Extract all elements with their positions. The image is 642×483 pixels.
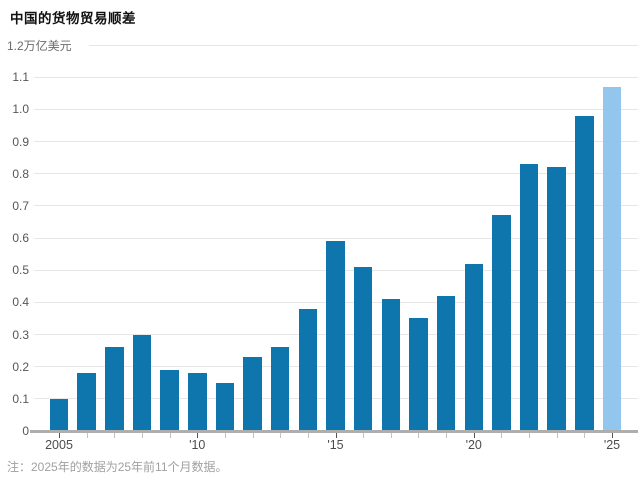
x-tick [114, 433, 116, 438]
x-tick [363, 433, 365, 438]
x-tick [280, 433, 282, 438]
gridline [34, 76, 638, 78]
y-tick-label: 0.5 [12, 263, 29, 278]
y-tick-label: 0.6 [12, 231, 29, 245]
y-tick-label: 0.2 [12, 359, 29, 374]
x-axis-line [30, 430, 638, 433]
footnote: 注：2025年的数据为25年前11个月数据。 [7, 460, 228, 474]
x-tick-label-2020: '20 [465, 438, 482, 452]
plot-area [34, 44, 638, 431]
x-tick [473, 433, 475, 438]
y-tick-label: 0.7 [12, 198, 29, 213]
gridline [34, 108, 638, 110]
bar-2013 [270, 347, 290, 431]
bar-2014 [298, 308, 318, 431]
x-tick [446, 433, 448, 438]
y-tick-label: 0.8 [12, 166, 29, 181]
bar-2019 [436, 295, 456, 431]
x-tick [141, 433, 143, 438]
gridline [34, 141, 638, 142]
y-tick-label: 0.4 [12, 295, 29, 310]
bar-2009 [160, 369, 179, 431]
x-tick [86, 433, 88, 438]
y-tick-label: 1.1 [12, 70, 29, 85]
x-tick-label-2015: '15 [327, 438, 344, 452]
bar-2023 [547, 167, 566, 431]
chart-title: 中国的货物贸易顺差 [10, 11, 136, 26]
bar-2005 [49, 398, 69, 431]
y-tick-label: 1.0 [12, 102, 29, 117]
bar-2006 [77, 373, 96, 431]
x-tick-label-2005: 2005 [45, 438, 73, 452]
bar-2015 [326, 241, 345, 431]
x-tick [252, 433, 254, 438]
y-axis-unit-label: 1.2万亿美元 [7, 39, 72, 53]
x-tick [501, 433, 503, 438]
bar-2024 [575, 115, 594, 431]
bar-2016 [353, 266, 373, 431]
bar-2017 [381, 299, 401, 431]
x-tick [529, 433, 531, 438]
y-tick-label: 0.1 [12, 391, 29, 406]
x-tick [197, 433, 199, 438]
y-tick-label: 0.9 [12, 134, 29, 149]
bar-2025 [602, 86, 622, 431]
bar-2007 [105, 347, 124, 431]
x-tick-label-2010: '10 [189, 438, 206, 452]
x-tick [390, 433, 392, 438]
gridline [34, 173, 638, 175]
y-tick-label: 0 [22, 424, 29, 438]
bar-2021 [492, 215, 511, 431]
x-tick [612, 433, 613, 438]
x-tick [59, 433, 60, 438]
x-tick [584, 433, 586, 438]
y-tick-label: 0.3 [12, 327, 29, 342]
bar-2010 [188, 373, 207, 431]
gridline [34, 205, 638, 207]
bar-2011 [215, 382, 235, 431]
x-tick [307, 433, 309, 438]
bar-2008 [132, 334, 152, 431]
x-tick-label-2025: '25 [603, 438, 621, 452]
bar-2020 [464, 263, 483, 431]
x-tick [556, 433, 558, 438]
x-tick [224, 433, 226, 438]
gridline [89, 44, 638, 46]
x-tick [418, 433, 420, 438]
bar-2022 [519, 164, 539, 431]
bar-2018 [409, 318, 428, 431]
x-tick [335, 433, 337, 438]
gridline [34, 237, 638, 239]
x-tick [169, 433, 171, 438]
bar-2012 [243, 357, 262, 431]
